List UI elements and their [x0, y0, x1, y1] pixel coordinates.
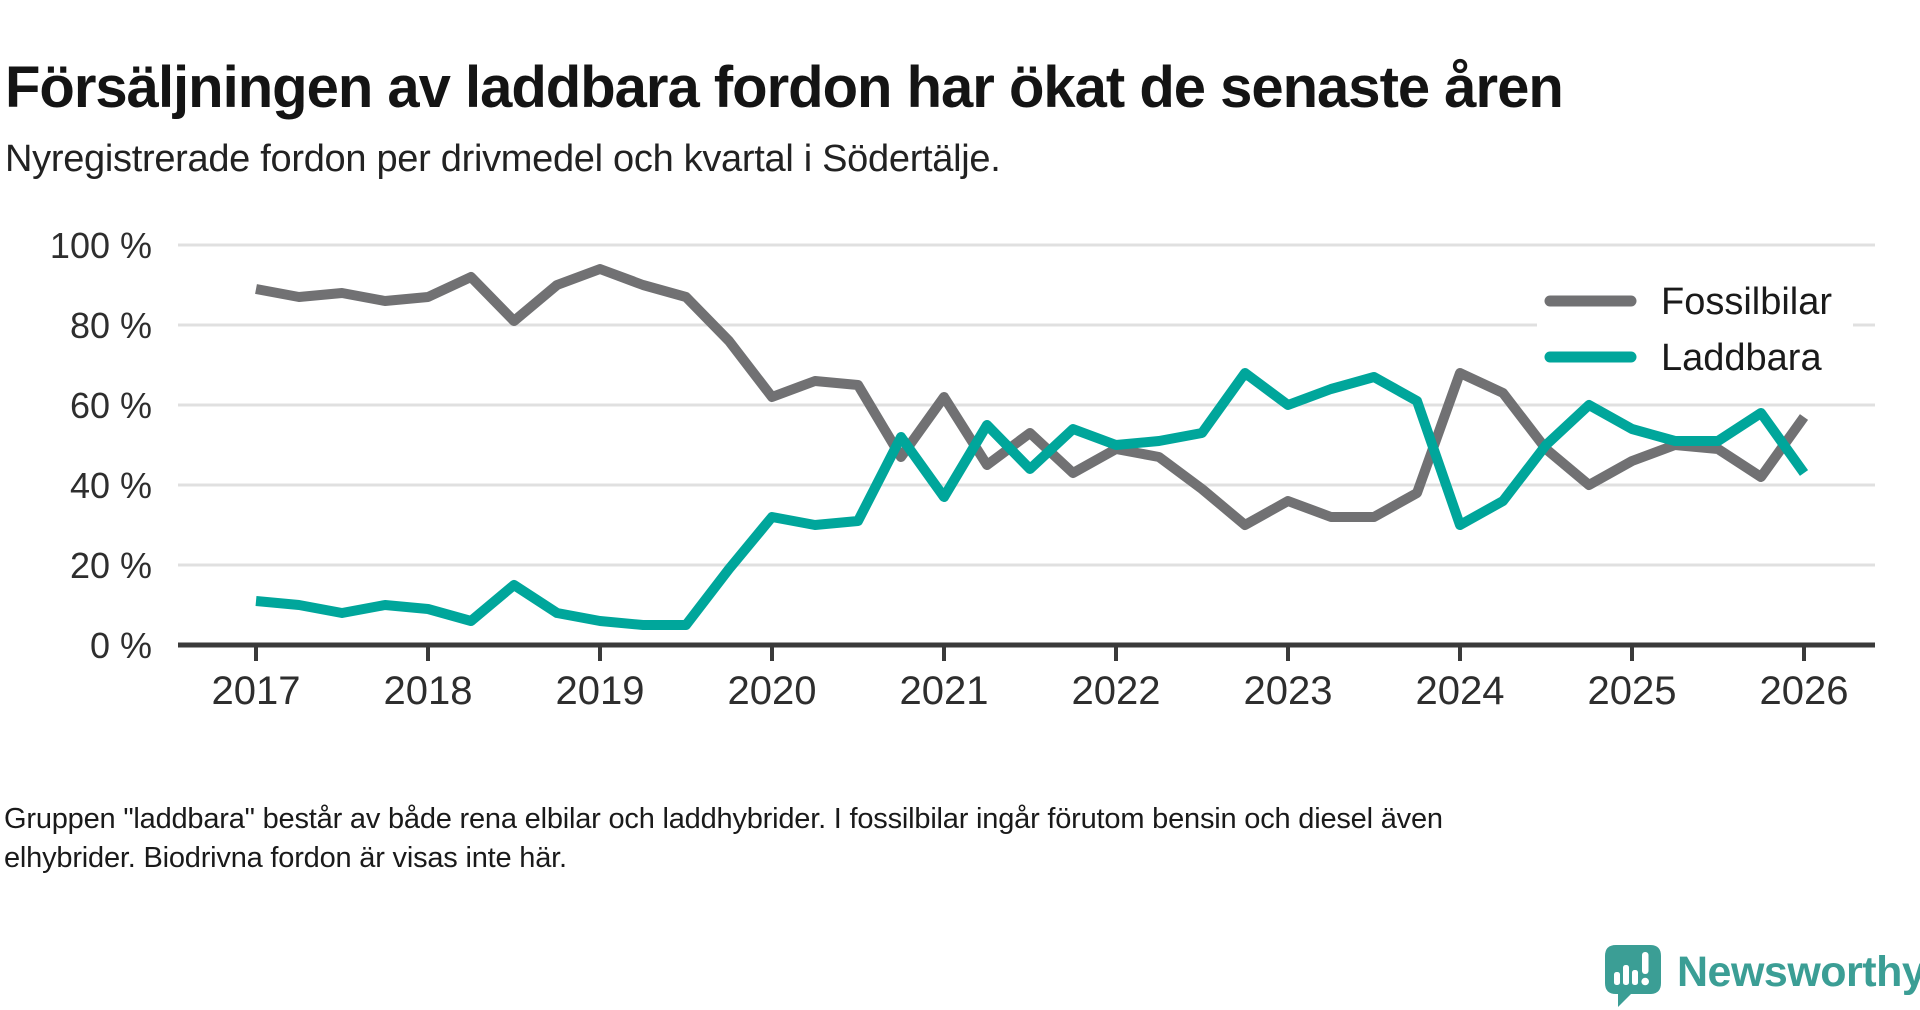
newsworthy-logo-text: Newsworthy — [1677, 948, 1920, 996]
y-axis-tick-label: 80 % — [70, 305, 152, 346]
x-axis-tick-label: 2022 — [1072, 669, 1161, 713]
x-axis-tick-label: 2026 — [1760, 669, 1849, 713]
exclamation-bar — [1642, 952, 1649, 974]
bar-3 — [1632, 970, 1638, 985]
x-axis-tick-label: 2017 — [212, 669, 301, 713]
y-axis-tick-label: 20 % — [70, 545, 152, 586]
series-line-laddbara — [255, 368, 1809, 630]
bar-1 — [1614, 972, 1620, 985]
y-axis-tick-label: 0 % — [90, 625, 152, 666]
y-axis-tick-label: 100 % — [50, 225, 152, 266]
legend-background — [1537, 266, 1853, 384]
x-axis-tick-label: 2020 — [728, 669, 817, 713]
x-axis-tick-label: 2023 — [1244, 669, 1333, 713]
x-axis-tick-label: 2024 — [1416, 669, 1505, 713]
legend-label-fossilbilar: Fossilbilar — [1661, 281, 1832, 323]
y-axis-tick-label: 60 % — [70, 385, 152, 426]
footnote-line-1: Gruppen "laddbara" består av både rena e… — [4, 803, 1443, 835]
x-axis-tick-label: 2019 — [556, 669, 645, 713]
chart-subtitle: Nyregistrerade fordon per drivmedel och … — [5, 138, 1001, 180]
page-title: Försäljningen av laddbara fordon har öka… — [5, 54, 1564, 120]
chart-footnote: Gruppen "laddbara" består av både rena e… — [4, 800, 1544, 878]
x-axis-tick-label: 2018 — [384, 669, 473, 713]
x-axis-tick-label: 2021 — [900, 669, 989, 713]
bar-2 — [1623, 965, 1629, 985]
footnote-line-2: elhybrider. Biodrivna fordon är visas in… — [4, 842, 567, 874]
exclamation-dot — [1641, 977, 1649, 986]
newsworthy-logo-icon — [1605, 945, 1661, 1007]
newsworthy-logo: Newsworthy — [1604, 944, 1920, 1008]
x-axis-tick-label: 2025 — [1588, 669, 1677, 713]
y-axis-tick-label: 40 % — [70, 465, 152, 506]
legend-label-laddbara: Laddbara — [1661, 337, 1822, 379]
